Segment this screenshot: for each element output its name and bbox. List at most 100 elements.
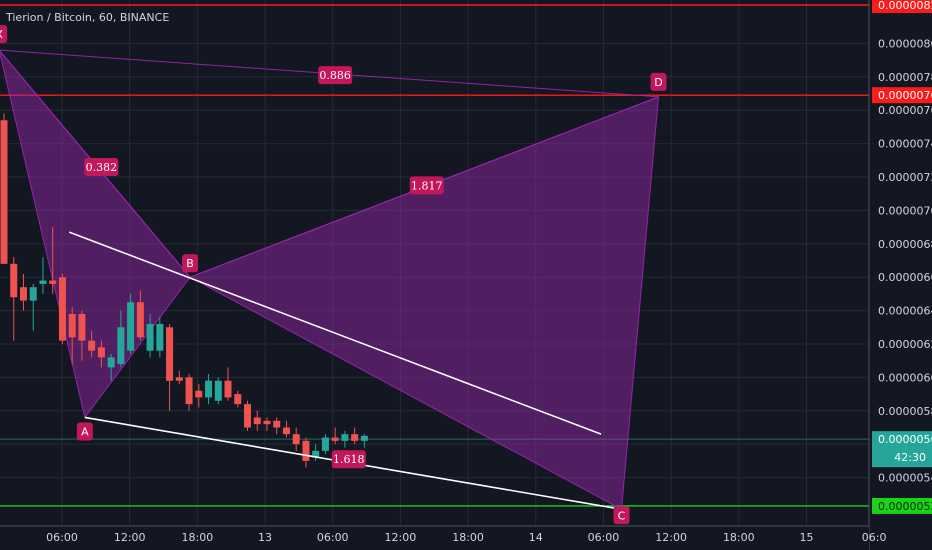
time-tick-label: 12:00 xyxy=(114,531,146,544)
candle-body xyxy=(312,450,320,458)
price-tick-label: 0.00000720 xyxy=(878,171,932,184)
candle-body xyxy=(195,390,203,398)
price-tick-label: 0.00000680 xyxy=(878,238,932,251)
price-tick-label: 0.00000540 xyxy=(878,472,932,485)
candle-body xyxy=(224,380,232,398)
price-tag-green-level xyxy=(872,497,932,514)
point-label-x: X xyxy=(0,28,3,41)
candle-body xyxy=(117,327,125,365)
price-tag-label-current: 0.00000563 xyxy=(878,433,932,446)
candle-body xyxy=(175,377,183,381)
price-tick-label: 0.00000760 xyxy=(878,104,932,117)
time-tick-label: 14 xyxy=(529,531,543,544)
trend-line xyxy=(68,231,602,435)
point-badge-c xyxy=(613,506,630,525)
candle-body xyxy=(10,263,18,298)
point-badge-b xyxy=(182,254,199,273)
time-tick-label: 06:00 xyxy=(588,531,620,544)
point-label-a: A xyxy=(81,425,89,438)
price-tick-label: 0.00000640 xyxy=(878,305,932,318)
time-tick-label: 12:00 xyxy=(655,531,687,544)
candle-body xyxy=(19,287,27,301)
ratio-badge xyxy=(409,176,444,195)
price-tag-label-top-red: 0.00000823 xyxy=(878,0,932,12)
time-tick-label: 15 xyxy=(799,531,813,544)
ratio-label: 1.618 xyxy=(333,453,365,466)
price-tag-label-green-level: 0.00000523 xyxy=(878,500,932,513)
candle-body xyxy=(68,313,76,338)
ratio-badge xyxy=(331,450,366,469)
candle-body xyxy=(360,435,368,441)
point-label-b: B xyxy=(186,257,194,270)
time-tick-label: 13 xyxy=(258,531,272,544)
candle-body xyxy=(253,417,261,425)
price-tag-current xyxy=(872,431,932,468)
price-tick-label: 0.00000620 xyxy=(878,338,932,351)
price-tick-label: 0.00000600 xyxy=(878,371,932,384)
time-tick-label: 06:0 xyxy=(862,531,887,544)
point-badge-a xyxy=(76,422,93,441)
price-tick-label: 0.00000700 xyxy=(878,204,932,217)
candle-body xyxy=(0,120,8,264)
price-tag-d-level xyxy=(872,87,932,104)
candle-body xyxy=(214,380,222,401)
candle-body xyxy=(156,323,164,351)
price-tag-top-red xyxy=(872,0,932,14)
candle-body xyxy=(321,437,329,451)
ratio-label: 1.817 xyxy=(411,179,443,192)
candle-body xyxy=(302,440,310,461)
candle-body xyxy=(127,302,135,351)
symbol-title: Tierion / Bitcoin, 60, BINANCE xyxy=(5,11,169,24)
grid xyxy=(0,0,875,526)
ratio-label: 0.886 xyxy=(319,69,351,82)
time-tick-label: 18:00 xyxy=(723,531,755,544)
candle-body xyxy=(234,394,242,405)
candles xyxy=(0,113,368,468)
countdown-label: 42:30 xyxy=(894,451,926,464)
horizontal-price-lines xyxy=(0,4,869,507)
candle-body xyxy=(97,347,105,358)
candle-body xyxy=(39,280,47,284)
candle-body xyxy=(185,377,193,405)
candle-body xyxy=(49,280,57,284)
candle-body xyxy=(88,340,96,351)
price-tick-label: 0.00000780 xyxy=(878,71,932,84)
point-badge-d xyxy=(650,72,667,91)
point-badge-x xyxy=(0,25,8,44)
candle-body xyxy=(136,302,144,338)
point-label-d: D xyxy=(654,76,662,89)
candle-body xyxy=(107,357,115,368)
ratio-badge xyxy=(84,157,119,176)
price-axis[interactable]: 0.00000800 0.00000780 0.00000760 0.00000740… xyxy=(868,0,932,550)
point-label-c: C xyxy=(618,509,626,522)
candle-body xyxy=(351,434,359,441)
candle-body xyxy=(282,427,290,435)
candle-body xyxy=(78,313,86,341)
candle-body xyxy=(205,380,213,398)
time-tick-label: 06:00 xyxy=(317,531,349,544)
candle-body xyxy=(244,404,251,428)
candle-body xyxy=(273,420,281,428)
candle-body xyxy=(292,434,300,445)
candle-body xyxy=(29,287,37,301)
time-tick-label: 18:00 xyxy=(182,531,214,544)
pattern-labels: X A B C D 0.382 0.886 1.817 1.618 xyxy=(0,25,667,525)
time-tick-label: 18:00 xyxy=(452,531,484,544)
time-tick-label: 06:00 xyxy=(46,531,78,544)
price-tick-label: 0.00000800 xyxy=(878,37,932,50)
price-tag-label-d-level: 0.00000769 xyxy=(878,89,932,102)
candle-body xyxy=(263,420,271,425)
price-axis-tags: 0.00000823 0.00000769 0.00000563 42:30 0.000… xyxy=(872,0,932,514)
candle-body xyxy=(341,434,349,441)
time-tick-label: 12:00 xyxy=(385,531,417,544)
candle-body xyxy=(146,323,154,351)
ratio-badge xyxy=(318,66,353,85)
price-tick-label: 0.00000580 xyxy=(878,405,932,418)
time-axis[interactable]: 06:00 12:00 18:00 13 06:00 12:00 18:00 14 06:00 1… xyxy=(0,525,887,550)
price-tick-label: 0.00000660 xyxy=(878,271,932,284)
candle-body xyxy=(58,277,66,341)
candle-body xyxy=(331,437,339,441)
candle-body xyxy=(166,327,174,381)
